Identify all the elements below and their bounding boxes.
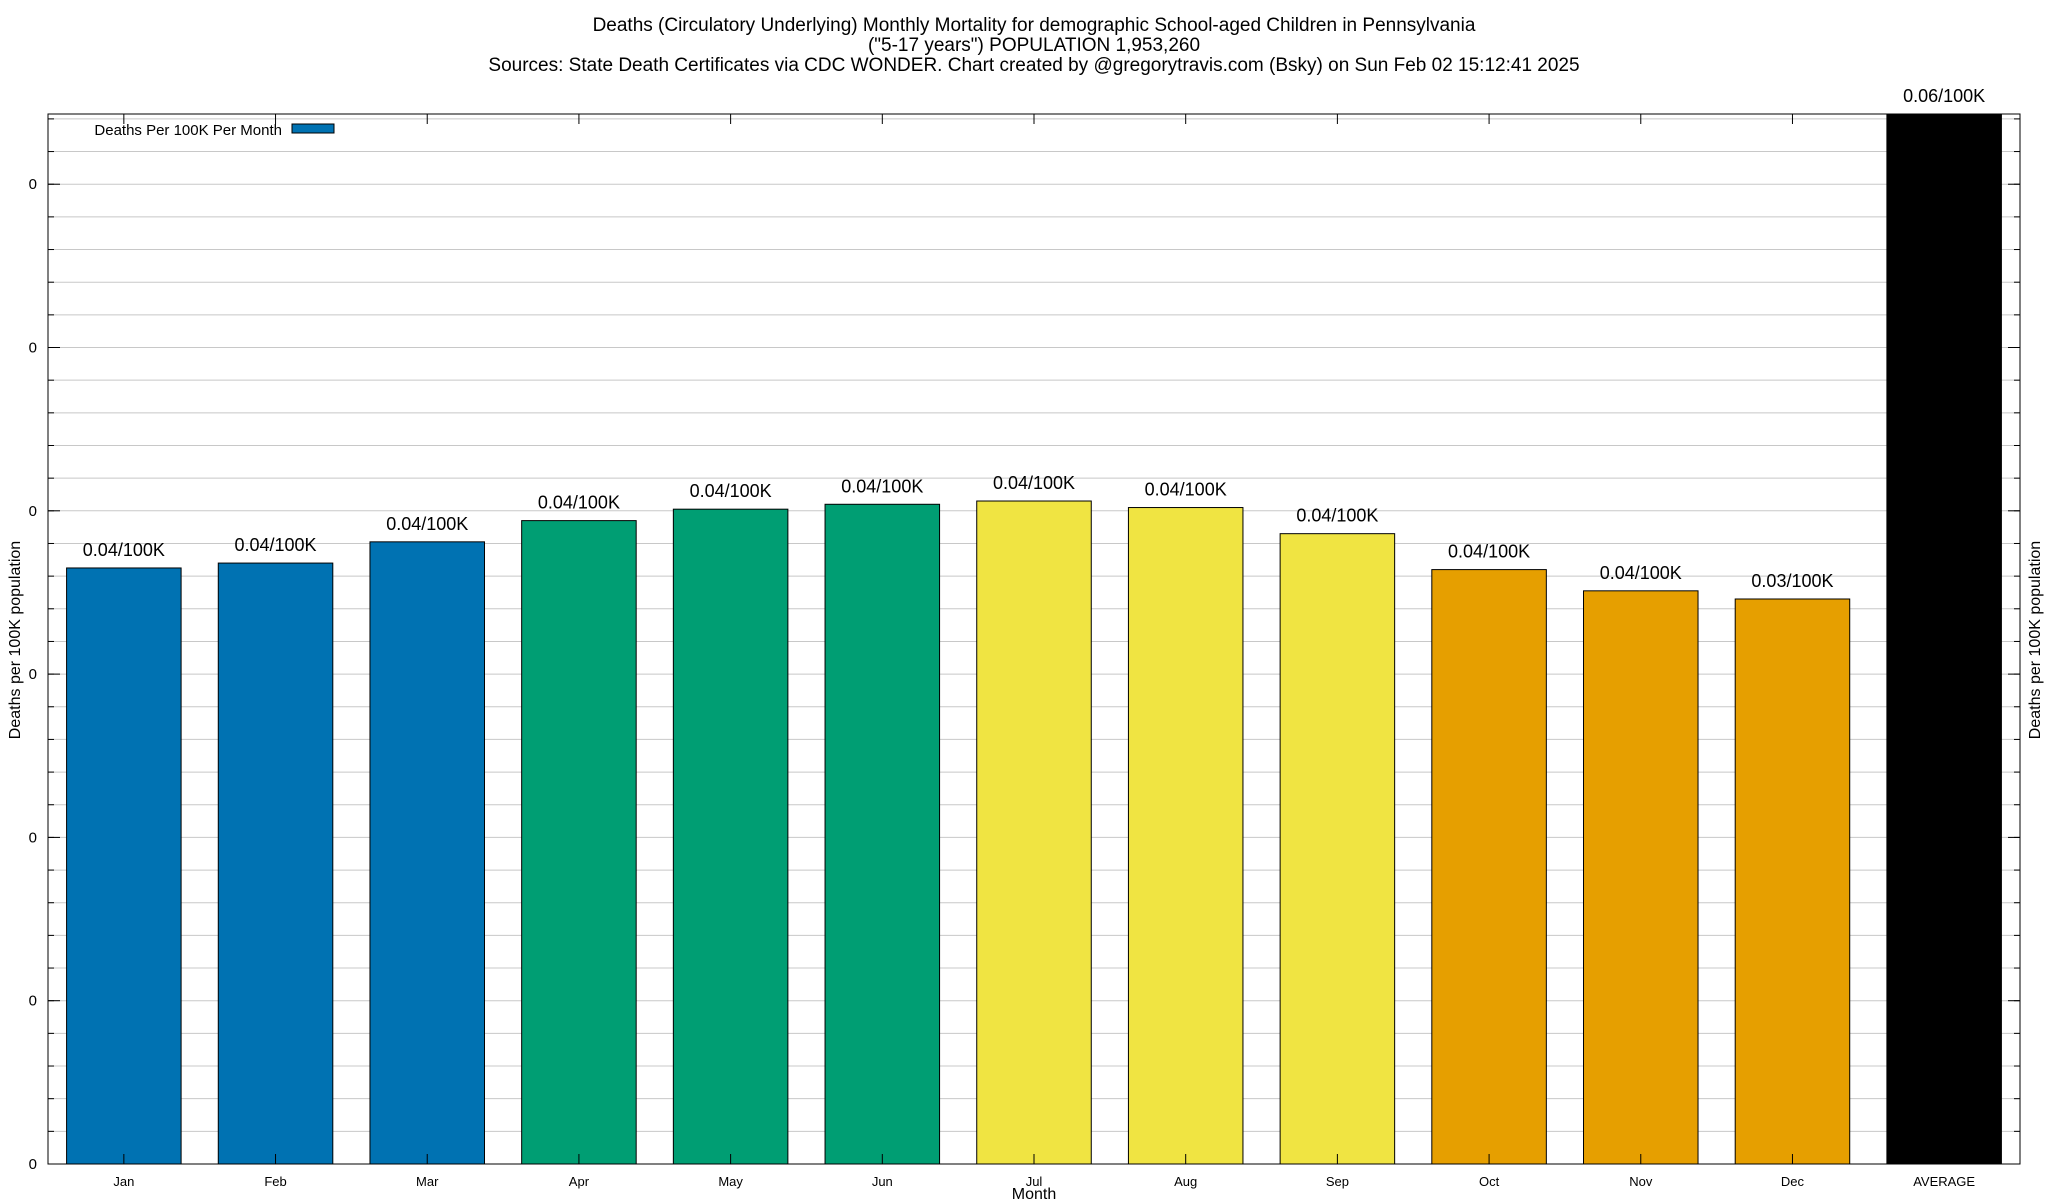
x-tick-label: May [718, 1174, 743, 1189]
x-tick-label: Aug [1174, 1174, 1197, 1189]
y-tick-label: 0 [29, 340, 37, 357]
data-label: 0.04/100K [386, 514, 468, 534]
x-tick-label: Oct [1479, 1174, 1500, 1189]
y-tick-label: 0 [29, 503, 37, 520]
x-tick-label: Dec [1781, 1174, 1805, 1189]
y-axis-title-right: Deaths per 100K population [2027, 541, 2044, 739]
data-label: 0.04/100K [1296, 506, 1378, 526]
data-label: 0.04/100K [841, 476, 923, 496]
x-tick-label: Jul [1026, 1174, 1043, 1189]
x-tick-label: Apr [569, 1174, 590, 1189]
x-tick-label: Jun [872, 1174, 893, 1189]
title-line-3: Sources: State Death Certificates via CD… [488, 55, 1579, 76]
title-line-1: Deaths (Circulatory Underlying) Monthly … [593, 15, 1476, 36]
bar-apr [521, 520, 637, 1165]
axis-ticks: 0 0 0 0 0 0 0 Jan Feb Mar Apr May Jun Jul Aug Sep Oct Nov… [29, 114, 2020, 1189]
data-label: 0.04/100K [83, 540, 165, 560]
y-tick-label: 0 [29, 666, 37, 683]
bar-oct [1431, 569, 1547, 1165]
data-label: 0.04/100K [690, 481, 772, 501]
x-tick-label: Nov [1629, 1174, 1653, 1189]
x-tick-label: Sep [1326, 1174, 1349, 1189]
data-label: 0.04/100K [993, 473, 1075, 493]
data-label: 0.04/100K [1145, 480, 1227, 500]
bar-aug [1127, 507, 1244, 1165]
bar-jul [976, 500, 1092, 1165]
data-label: 0.04/100K [538, 493, 620, 513]
bar-jun [824, 503, 941, 1165]
x-tick-label: Mar [416, 1174, 439, 1189]
bar-average [1886, 113, 2002, 1165]
x-tick-label: AVERAGE [1913, 1174, 1975, 1189]
data-label: 0.04/100K [234, 535, 316, 555]
data-label: 0.04/100K [1600, 563, 1682, 583]
bar-nov [1583, 590, 1699, 1165]
bar-feb [217, 562, 334, 1165]
bar-may [672, 508, 789, 1165]
bar-mar [369, 541, 485, 1165]
data-label: 0.06/100K [1903, 86, 1985, 106]
bar-sep [1279, 533, 1396, 1165]
legend-swatch [291, 123, 335, 134]
legend-label: Deaths Per 100K Per Month [94, 122, 282, 139]
legend: Deaths Per 100K Per Month [94, 122, 335, 139]
title-line-2: ("5-17 years") POPULATION 1,953,260 [868, 35, 1200, 56]
x-tick-label: Feb [264, 1174, 286, 1189]
data-label: 0.04/100K [1448, 542, 1530, 562]
bars [66, 113, 2002, 1165]
chart-title: Deaths (Circulatory Underlying) Monthly … [488, 15, 1579, 76]
x-axis-title: Month [1012, 1186, 1056, 1200]
y-tick-label: 0 [29, 829, 37, 846]
data-labels: 0.04/100K 0.04/100K 0.04/100K 0.04/100K 0.04… [83, 86, 1985, 591]
bar-jan [66, 567, 182, 1165]
y-axis-title-left: Deaths per 100K population [7, 541, 24, 739]
x-tick-label: Jan [113, 1174, 134, 1189]
bar-dec [1734, 598, 1851, 1165]
y-tick-label: 0 [29, 1156, 37, 1173]
y-tick-label: 0 [29, 176, 37, 193]
data-label: 0.03/100K [1751, 571, 1833, 591]
y-tick-label: 0 [29, 993, 37, 1010]
